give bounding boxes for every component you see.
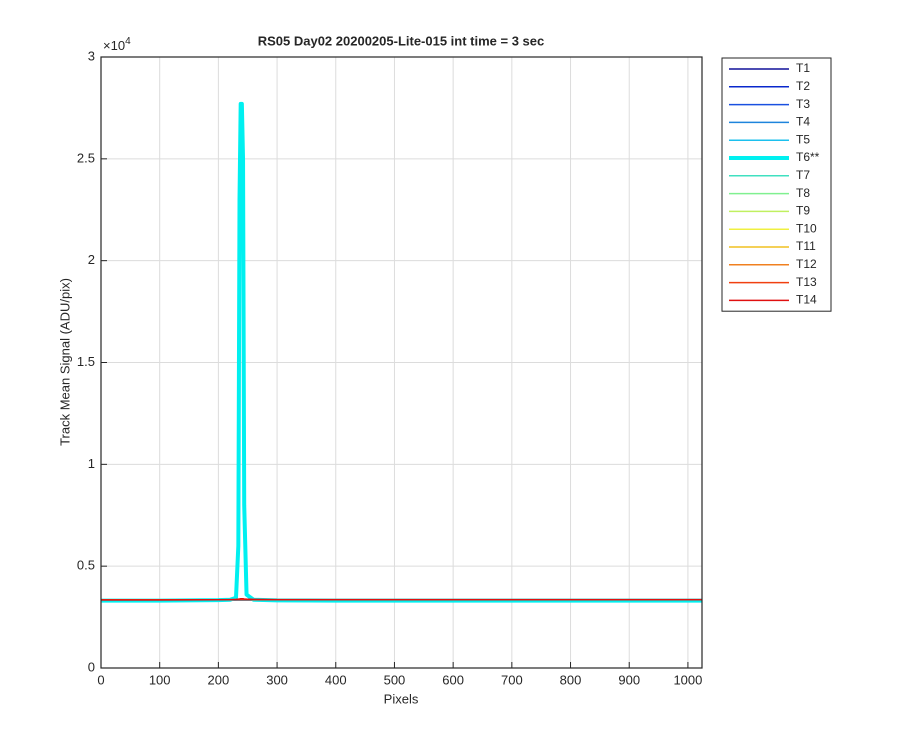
x-tick-label: 500 [384,672,406,687]
legend-label: T7 [796,168,810,182]
legend-label: T10 [796,221,817,235]
y-tick-label: 2 [88,252,95,267]
legend-label: T3 [796,97,810,111]
x-tick-label: 200 [208,672,230,687]
legend-box [721,57,832,312]
x-tick-label: 600 [442,672,464,687]
legend-label: T4 [796,115,810,129]
legend-label: T5 [796,132,810,146]
y-tick-label: 0 [88,659,95,674]
legend-label: T6** [796,150,820,164]
y-tick-label: 3 [88,48,95,63]
x-tick-label: 0 [97,672,104,687]
y-multiplier: ×104 [103,36,131,54]
y-multiplier-exponent: 4 [125,36,131,47]
y-axis-label: Track Mean Signal (ADU/pix) [57,278,72,446]
x-tick-label: 300 [266,672,288,687]
y-tick-label: 2.5 [77,150,95,165]
chart-title: RS05 Day02 20200205-Lite-015 int time = … [258,33,545,48]
y-tick-label: 1.5 [77,354,95,369]
legend-label: T9 [796,204,810,218]
x-axis-label: Pixels [384,691,419,706]
axes-box [100,56,703,669]
x-tick-label: 800 [560,672,582,687]
x-tick-label: 900 [618,672,640,687]
legend-label: T2 [796,79,810,93]
legend-label: T13 [796,275,817,289]
y-multiplier-base: ×10 [103,38,125,53]
legend-label: T8 [796,186,810,200]
data-line [101,101,702,603]
x-tick-label: 100 [149,672,171,687]
y-tick-label: 0.5 [77,558,95,573]
y-tick-label: 1 [88,456,95,471]
data-line [101,598,702,601]
x-tick-label: 700 [501,672,523,687]
legend-label: T12 [796,257,817,271]
x-tick-label: 1000 [673,672,702,687]
x-tick-label: 400 [325,672,347,687]
legend-label: T14 [796,293,817,307]
legend-label: T1 [796,61,810,75]
legend-label: T11 [796,239,816,253]
